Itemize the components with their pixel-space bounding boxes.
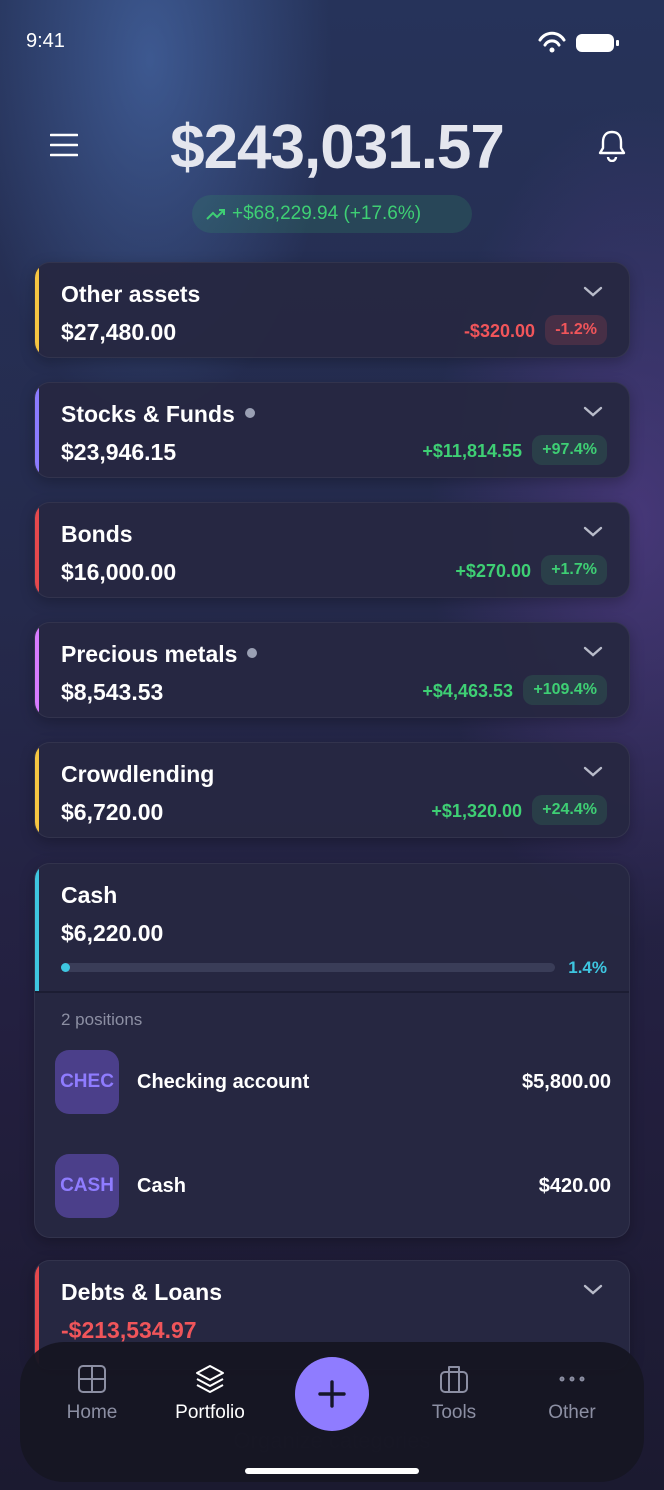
category-value: $16,000.00: [61, 559, 177, 585]
category-card[interactable]: Crowdlending $6,720.00 +24.4% +$1,320.00: [34, 742, 630, 838]
status-dot: [247, 647, 258, 658]
category-stripe: [35, 1261, 39, 1369]
add-button[interactable]: [294, 1356, 370, 1432]
category-value: $27,480.00: [61, 319, 177, 345]
menu-button[interactable]: [50, 132, 78, 158]
category-name-text: Precious metals: [61, 641, 238, 667]
category-name: Debts & Loans: [61, 1279, 223, 1305]
trend-icon: [206, 209, 225, 220]
category-change: +$1,320.00: [431, 801, 522, 821]
expand-chevron[interactable]: [583, 1283, 603, 1297]
portfolio-total: $243,031.57: [170, 113, 505, 182]
category-stripe: [35, 383, 39, 477]
position-value: $5,800.00: [522, 1071, 611, 1093]
category-name: Bonds: [61, 521, 133, 548]
expand-chevron[interactable]: [583, 645, 603, 659]
category-name: Precious metals: [61, 641, 258, 668]
total-change-pill: +$68,229.94 (+17.6%): [192, 195, 472, 233]
category-stripe: [35, 503, 39, 597]
status-time: 9:41: [26, 30, 65, 52]
status-dot: [244, 407, 255, 418]
position-name: Checking account: [137, 1071, 310, 1093]
category-value: -$213,534.97: [61, 1317, 197, 1343]
progress-track: [61, 963, 555, 972]
change-pill: +24.4%: [532, 795, 607, 825]
category-name-text: Crowdlending: [61, 761, 215, 787]
progress-pct: 1.4%: [568, 958, 607, 977]
total-change: +$68,229.94 (+17.6%): [232, 203, 422, 224]
change-pill: +1.7%: [541, 555, 607, 585]
category-card[interactable]: Other assets $27,480.00 -1.2% -$320.00: [34, 262, 630, 358]
tab-label[interactable]: Home: [66, 1402, 118, 1423]
category-value: $6,220.00: [61, 920, 164, 946]
category-name: Crowdlending: [61, 761, 214, 788]
category-change: +$11,814.55: [422, 441, 522, 461]
home-indicator: [245, 1468, 419, 1474]
category-change: +$270.00: [455, 561, 531, 581]
tab-icon[interactable]: [438, 1363, 470, 1395]
positions-label: 2 positions: [61, 1010, 143, 1029]
status-icons: [538, 31, 619, 53]
category-name-text: Other assets: [61, 281, 201, 307]
category-value: $6,720.00: [61, 799, 164, 825]
expand-chevron[interactable]: [583, 285, 603, 299]
position-name: Cash: [137, 1175, 186, 1197]
category-card[interactable]: Precious metals $8,543.53 +109.4% +$4,463.5…: [34, 622, 630, 718]
tab-label[interactable]: Portfolio: [175, 1402, 245, 1423]
category-name-text: Bonds: [61, 521, 133, 547]
category-name: Cash: [61, 882, 118, 908]
expand-chevron[interactable]: [583, 405, 603, 419]
change-pill: -1.2%: [545, 315, 607, 345]
tab-label[interactable]: Tools: [431, 1402, 477, 1423]
position-icon: CASH: [55, 1154, 119, 1218]
progress-fill: [61, 963, 70, 972]
position-icon: CHEC: [55, 1050, 119, 1114]
expand-chevron[interactable]: [583, 765, 603, 779]
change-pill: +109.4%: [523, 675, 607, 705]
tab-label[interactable]: Other: [548, 1402, 596, 1423]
category-change: +$4,463.53: [422, 681, 513, 701]
category-name: Other assets: [61, 281, 200, 308]
position-value: $420.00: [538, 1175, 611, 1197]
change-pill: +97.4%: [532, 435, 607, 465]
category-card[interactable]: Stocks & Funds $23,946.15 +97.4% +$11,814.5…: [34, 382, 630, 478]
category-stripe: [35, 623, 39, 717]
tab-icon[interactable]: [556, 1363, 588, 1395]
category-card[interactable]: Bonds $16,000.00 +1.7% +$270.00: [34, 502, 630, 598]
category-change: -$320.00: [463, 321, 535, 341]
divider: [35, 991, 629, 993]
category-value: $8,543.53: [61, 679, 164, 705]
category-stripe: [35, 263, 39, 357]
notifications-button[interactable]: [596, 128, 628, 162]
category-stripe: [35, 743, 39, 837]
category-name: Stocks & Funds: [61, 401, 255, 428]
category-stripe: [35, 864, 39, 991]
tab-icon[interactable]: [194, 1363, 226, 1395]
category-value: $23,946.15: [61, 439, 177, 465]
expand-chevron[interactable]: [583, 525, 603, 539]
cash-card[interactable]: Cash $6,220.00 1.4% 2 positions CHEC Checking…: [34, 863, 630, 1238]
tab-icon[interactable]: [76, 1363, 108, 1395]
category-name-text: Stocks & Funds: [61, 401, 235, 427]
